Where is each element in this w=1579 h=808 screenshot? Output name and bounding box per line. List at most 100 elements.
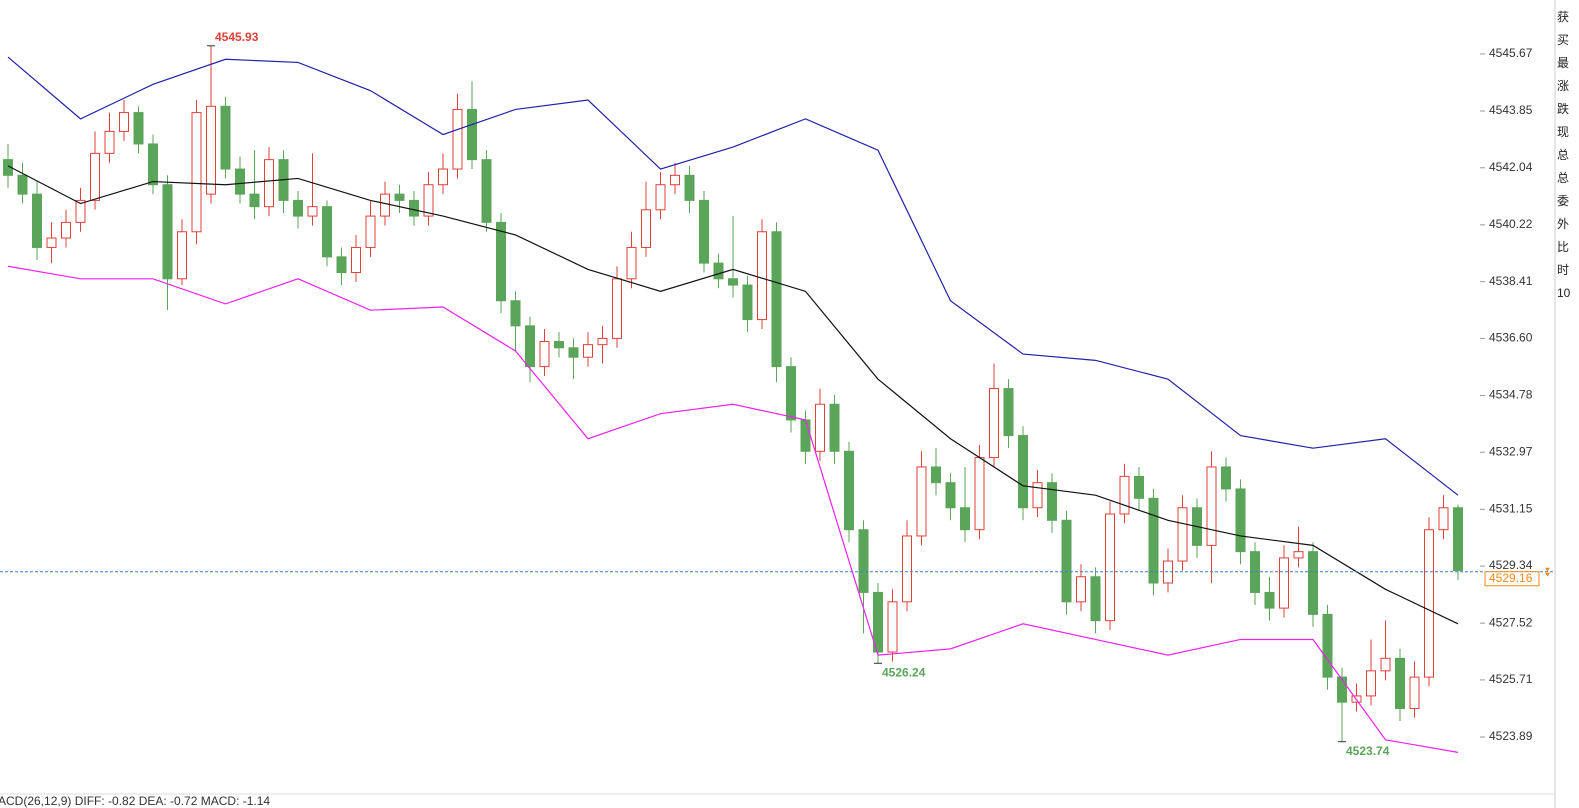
side-label: 比 xyxy=(1557,240,1569,254)
candle-body xyxy=(641,209,651,248)
candle-body xyxy=(264,159,274,208)
candle-body xyxy=(684,174,695,201)
marker-label: 4545.93 xyxy=(215,30,259,44)
candle-body xyxy=(655,184,666,211)
candle-body xyxy=(3,159,13,176)
last-price-arrow xyxy=(1545,567,1550,577)
candle-body xyxy=(394,193,405,201)
candle-body xyxy=(525,325,535,368)
candle-body xyxy=(32,193,42,248)
candle-body xyxy=(757,231,767,321)
side-label: 外 xyxy=(1557,217,1569,231)
side-label: 买 xyxy=(1557,33,1569,47)
candle-body xyxy=(452,108,463,170)
candle-body xyxy=(1047,482,1057,521)
y-tick-label: 4529.34 xyxy=(1489,558,1533,572)
candle-body xyxy=(1177,507,1188,562)
candle-body xyxy=(945,482,956,509)
candle-body xyxy=(496,221,506,302)
y-tick-label: 4542.04 xyxy=(1489,160,1533,174)
y-tick-label: 4525.71 xyxy=(1489,672,1533,686)
side-label: 总 xyxy=(1557,171,1569,185)
candle-body xyxy=(1206,466,1217,546)
candle-body xyxy=(974,457,985,531)
candle-body xyxy=(713,262,724,280)
y-tick-label: 4534.78 xyxy=(1489,388,1533,402)
candle-body xyxy=(61,221,71,239)
side-label: 总 xyxy=(1557,148,1569,162)
candle-body xyxy=(220,105,231,170)
candle-body xyxy=(786,366,796,421)
marker-label: 4523.74 xyxy=(1346,744,1390,758)
candle-body xyxy=(307,206,318,217)
side-label: 现 xyxy=(1557,125,1569,139)
candle-body xyxy=(133,112,144,145)
candle-body xyxy=(670,174,680,186)
candle-body xyxy=(612,278,622,339)
candle-body xyxy=(902,535,912,603)
candle-body xyxy=(481,159,492,223)
candle-body xyxy=(409,199,419,217)
candle-body xyxy=(17,174,28,195)
side-label: 10 xyxy=(1557,286,1571,300)
candle-body xyxy=(771,231,782,368)
candle-body xyxy=(177,231,187,280)
candle-body xyxy=(1076,576,1086,603)
y-tick-label: 4532.97 xyxy=(1489,444,1533,458)
candle-body xyxy=(380,193,390,217)
candle-body xyxy=(1308,551,1318,615)
candle-body xyxy=(568,347,579,358)
band-line xyxy=(7,56,1459,496)
candle-body xyxy=(1264,591,1275,609)
candle-body xyxy=(46,237,57,248)
candle-body xyxy=(467,108,477,161)
y-tick-label: 4543.85 xyxy=(1489,103,1533,117)
candle-body xyxy=(815,403,825,452)
candle-body xyxy=(916,466,927,537)
candle-body xyxy=(554,341,564,349)
candle-body xyxy=(728,278,738,286)
candle-body xyxy=(438,168,448,186)
y-tick-label: 4527.52 xyxy=(1489,615,1533,629)
candle-body xyxy=(351,246,361,274)
band-line xyxy=(7,165,1459,625)
side-label: 时 xyxy=(1557,263,1569,277)
candle-body xyxy=(873,591,883,653)
last-price-label: 4529.16 xyxy=(1489,571,1533,585)
y-tick-label: 4536.60 xyxy=(1489,331,1533,345)
candle-body xyxy=(1395,657,1405,709)
candle-body xyxy=(75,199,86,223)
candle-body xyxy=(1090,576,1101,622)
candle-body xyxy=(1424,529,1434,678)
candle-body xyxy=(1003,388,1014,437)
y-tick-label: 4538.41 xyxy=(1489,274,1533,288)
candle-body xyxy=(1061,519,1072,603)
candle-body xyxy=(1032,482,1043,509)
candle-body xyxy=(423,184,434,217)
side-label: 最 xyxy=(1557,56,1569,70)
candle-body xyxy=(1018,435,1028,509)
candle-body xyxy=(742,284,753,321)
band-line xyxy=(7,265,1459,753)
candle-body xyxy=(1409,676,1420,709)
candle-body xyxy=(148,143,158,186)
candle-body xyxy=(1279,557,1289,609)
y-tick-label: 4545.67 xyxy=(1489,46,1533,60)
candle-body xyxy=(1322,613,1333,678)
candle-body xyxy=(583,344,593,358)
candle-body xyxy=(960,507,970,531)
candle-body xyxy=(1105,513,1115,622)
candle-body xyxy=(206,105,216,195)
y-tick-label: 4523.89 xyxy=(1489,729,1533,743)
y-tick-label: 4540.22 xyxy=(1489,217,1533,231)
y-tick-label: 4531.15 xyxy=(1489,501,1533,515)
candle-body xyxy=(1134,475,1144,499)
candle-body xyxy=(539,341,550,368)
side-label: 涨 xyxy=(1557,78,1569,93)
candle-body xyxy=(322,206,332,258)
candle-body xyxy=(249,193,260,208)
marker-label: 4526.24 xyxy=(882,665,926,679)
candle-body xyxy=(597,337,608,346)
candle-body xyxy=(365,215,376,248)
